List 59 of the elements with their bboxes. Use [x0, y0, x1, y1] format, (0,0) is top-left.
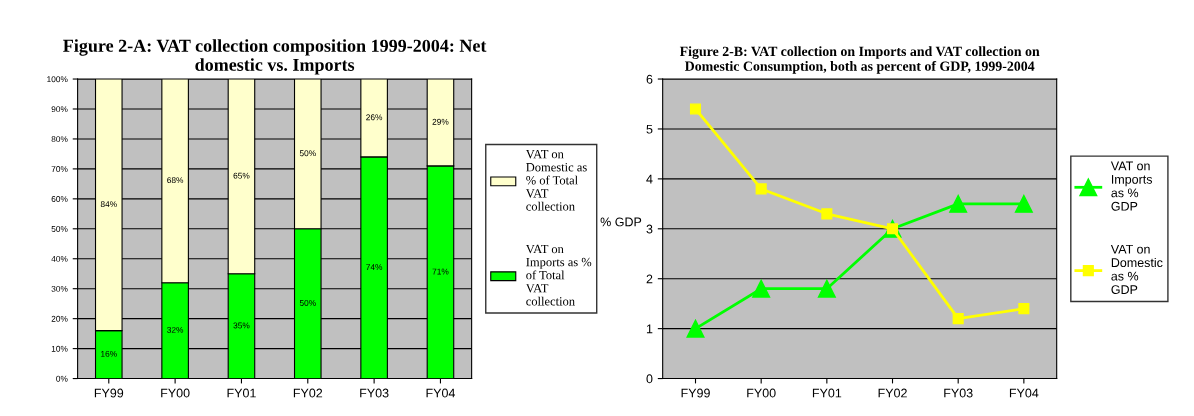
x-tick-label: FY02	[293, 388, 323, 398]
data-label: 26%	[366, 114, 383, 121]
chart-title: Figure 2-A: VAT collection composition 1999-2004: Net domestic vs. Imports	[63, 39, 487, 75]
y-tick-label: 40%	[51, 255, 68, 262]
y-tick-label: 1	[646, 324, 653, 334]
y-tick-label: 2	[646, 274, 653, 284]
x-tick-label: FY02	[878, 388, 907, 398]
point	[752, 279, 771, 298]
x-tick-label: FY03	[944, 388, 973, 398]
data-label: 32%	[167, 326, 184, 333]
y-tick-label: 6	[646, 74, 653, 84]
point	[686, 319, 705, 338]
x-tick-label: FY01	[227, 388, 256, 398]
data-label: 68%	[167, 177, 184, 184]
point	[1014, 194, 1033, 213]
legend-label: VAT on Imports as % of Total VAT collection	[525, 244, 592, 306]
y-tick-label: 5	[646, 124, 653, 134]
x-tick-label: FY99	[94, 388, 124, 398]
data-label: 84%	[100, 201, 117, 208]
legend-label: VAT on Domestic as % of Total VAT collection	[525, 149, 587, 211]
y-tick-label: 20%	[51, 315, 68, 322]
x-tick-label: FY04	[1009, 388, 1039, 398]
x-tick-label: FY01	[812, 388, 842, 398]
y-tick-label: 0%	[56, 375, 68, 382]
data-label: 35%	[233, 322, 250, 329]
x-tick-label: FY04	[426, 388, 456, 398]
point	[952, 313, 964, 325]
x-tick-label: FY00	[747, 388, 776, 398]
y-tick-label: 0	[646, 374, 653, 384]
y-tick-label: 60%	[51, 196, 68, 202]
y-tick-label: 3	[646, 224, 653, 234]
point	[949, 194, 968, 213]
legend-label: VAT on Imports as % GDP	[1110, 161, 1153, 211]
point	[821, 208, 833, 220]
y-tick-label: 70%	[51, 166, 68, 172]
y-tick-label: 90%	[51, 106, 68, 113]
data-label: 29%	[432, 118, 449, 125]
y-tick-label: 50%	[51, 226, 68, 232]
point	[817, 279, 836, 298]
data-label: 50%	[299, 300, 316, 306]
point	[755, 183, 767, 195]
data-label: 50%	[299, 150, 316, 157]
point	[1018, 303, 1030, 315]
data-label: 16%	[101, 350, 117, 357]
x-tick-label: FY00	[161, 388, 190, 398]
y-tick-label: 10%	[51, 345, 68, 352]
data-label: 74%	[366, 264, 383, 270]
y-axis-title: % GDP	[600, 217, 642, 227]
x-tick-label: FY03	[360, 388, 389, 398]
chart-title: Figure 2-B: VAT collection on Imports and VAT collection on Domestic Consumption, both as percent of GDP, 1999-2004	[679, 46, 1040, 74]
y-tick-label: 30%	[51, 285, 68, 292]
data-label: 65%	[233, 172, 250, 179]
y-tick-label: 100%	[47, 76, 68, 83]
y-tick-label: 4	[646, 174, 653, 184]
data-label: 71%	[432, 268, 449, 275]
legend-label: VAT on Domestic as % GDP	[1110, 244, 1163, 294]
point	[689, 103, 702, 115]
y-tick-label: 80%	[51, 136, 68, 143]
x-tick-label: FY99	[681, 388, 710, 398]
